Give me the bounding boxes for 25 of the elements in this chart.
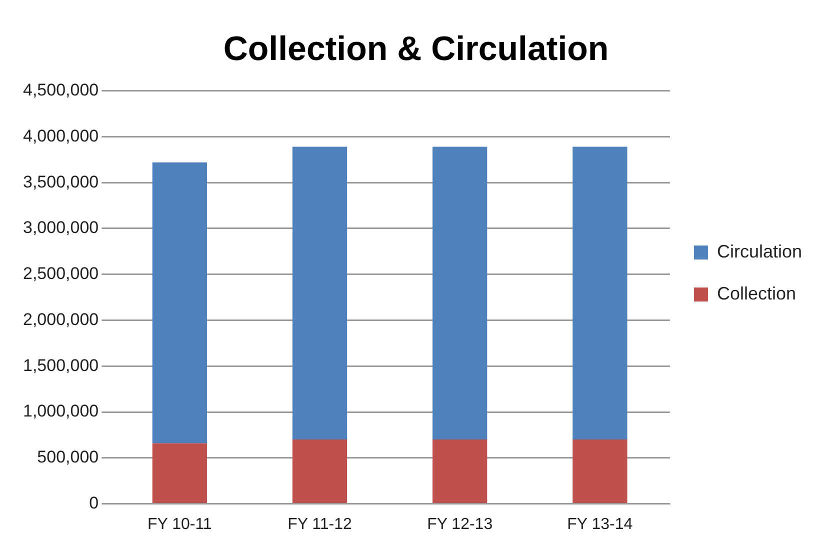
bar — [572, 440, 628, 504]
bar — [432, 440, 488, 504]
x-tick-label: FY 10-11 — [148, 516, 212, 533]
y-tick-label: 1,000,000 — [22, 402, 99, 421]
x-tick-label: FY 12-13 — [427, 516, 493, 533]
bar — [292, 146, 348, 440]
y-tick-label: 3,500,000 — [22, 172, 99, 192]
bar — [572, 146, 628, 440]
bar — [152, 443, 207, 504]
y-tick-label: 1,500,000 — [22, 356, 99, 375]
bar — [292, 440, 348, 504]
x-tick-label: FY 11-12 — [288, 516, 352, 533]
y-tick-label: 3,000,000 — [22, 218, 99, 238]
chart-title: Collection & Circulation — [223, 30, 609, 68]
y-tick-label: 4,000,000 — [22, 126, 99, 146]
bar — [152, 162, 207, 444]
y-tick-label: 500,000 — [37, 448, 99, 467]
x-tick-label: FY 13-14 — [567, 516, 633, 533]
legend-label: Circulation — [716, 241, 802, 262]
y-tick-label: 2,000,000 — [22, 310, 99, 329]
y-tick-label: 0 — [89, 493, 99, 512]
y-tick-label: 4,500,000 — [22, 80, 99, 100]
bar — [432, 146, 488, 440]
legend-label: Collection — [716, 283, 796, 304]
y-tick-label: 2,500,000 — [22, 264, 99, 284]
